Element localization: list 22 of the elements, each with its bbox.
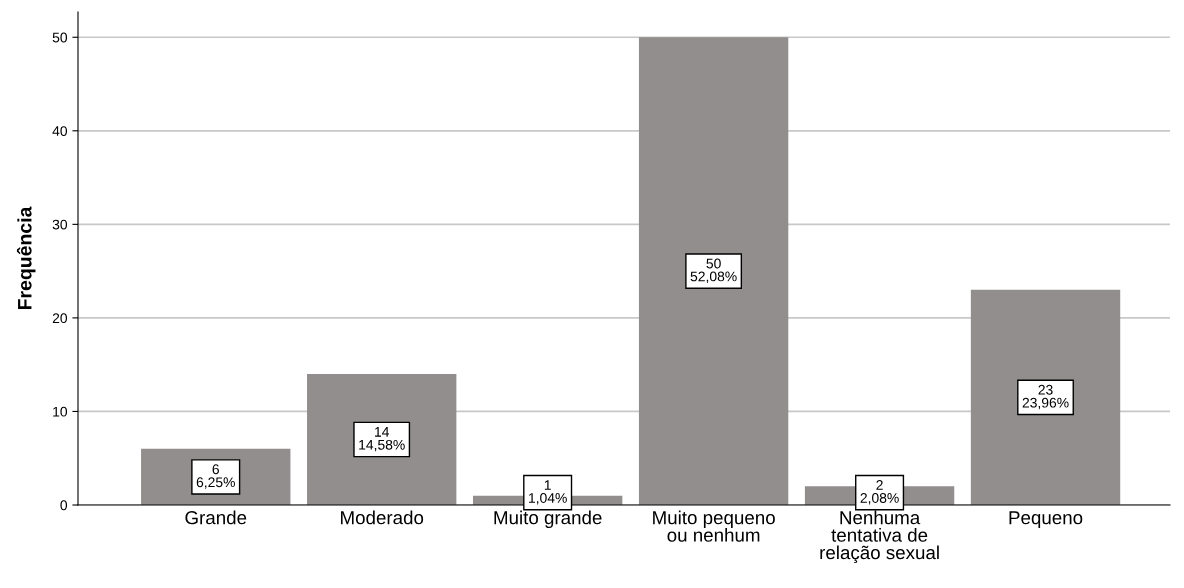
data-label: 50 52,08%	[690, 258, 737, 283]
x-tick-label: Nenhuma tentativa de relação sexual	[820, 510, 939, 564]
y-tick-label: 50	[52, 32, 68, 43]
bar	[970, 289, 1121, 505]
x-tick-label: Grande	[185, 510, 247, 525]
x-tick-label: Muito pequeno ou nenhum	[653, 510, 775, 542]
y-tick-label: 40	[52, 126, 68, 136]
data-label: 14 14,58%	[359, 427, 405, 452]
x-tick-label: Moderado	[341, 510, 424, 525]
data-label: 23 23,96%	[1022, 384, 1069, 410]
data-label: 6 6,25%	[196, 464, 235, 489]
data-label: 2 2,08%	[860, 480, 899, 505]
data-label: 1 1,04%	[529, 480, 567, 505]
bar	[307, 374, 457, 505]
x-tick-label: Pequeno	[1009, 511, 1083, 529]
y-tick-label: 0	[60, 500, 68, 511]
y-axis-title: Frequência	[16, 206, 36, 310]
bar	[638, 37, 789, 505]
x-tick-label: Muito grande	[494, 510, 602, 529]
y-tick-label: 30	[52, 219, 68, 230]
y-tick-label: 10	[53, 406, 68, 417]
y-tick-label: 20	[52, 313, 68, 324]
